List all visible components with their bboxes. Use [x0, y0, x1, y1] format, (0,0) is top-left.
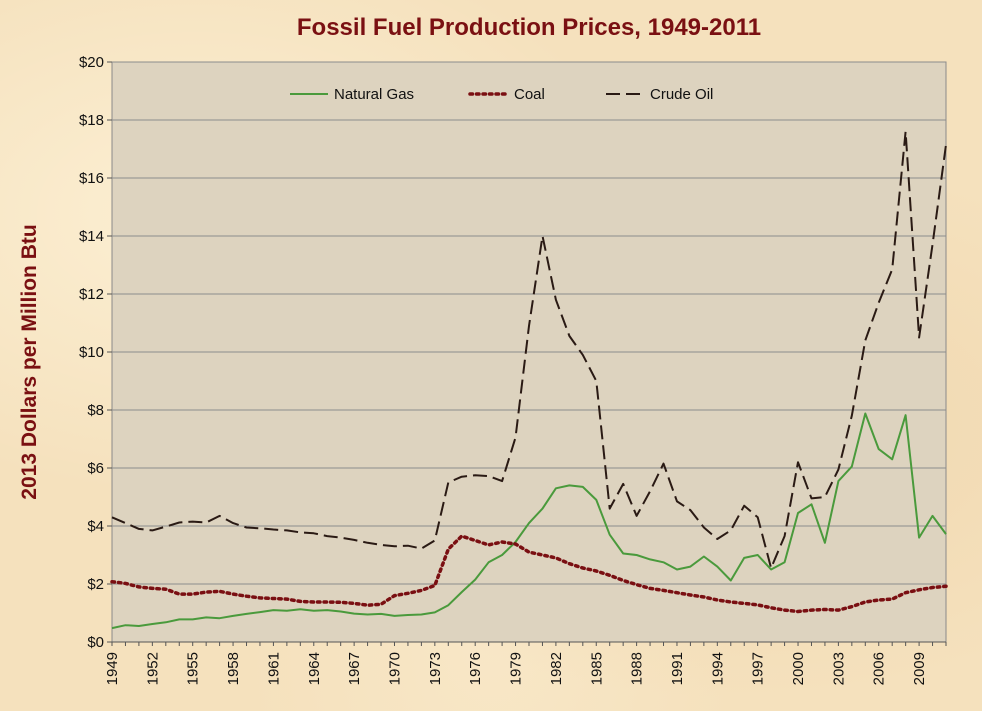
x-tick-label: 1982 [548, 652, 565, 685]
x-tick-label: 1964 [306, 652, 323, 685]
x-tick-label: 1979 [508, 652, 525, 685]
x-tick-label: 1949 [104, 652, 121, 685]
x-tick-label: 1994 [709, 652, 726, 685]
y-tick-label: $4 [87, 518, 104, 535]
x-tick-label: 1991 [669, 652, 686, 685]
x-tick-label: 1997 [750, 652, 767, 685]
y-tick-label: $8 [87, 402, 104, 419]
series-line-crude-oil [111, 130, 947, 569]
x-tick-label: 1967 [346, 652, 363, 685]
x-tick-label: 1985 [588, 652, 605, 685]
y-tick-label: $14 [79, 228, 104, 245]
y-tick-label: $2 [87, 576, 104, 593]
x-tick-label: 1973 [427, 652, 444, 685]
y-tick-label: $6 [87, 460, 104, 477]
y-tick-label: $16 [79, 170, 104, 187]
x-tick-label: 1952 [144, 652, 161, 685]
x-tick-label: 1961 [265, 652, 282, 685]
x-tick-label: 1955 [185, 652, 202, 685]
x-tick-label: 2003 [830, 652, 847, 685]
x-tick-label: 1970 [386, 652, 403, 685]
y-tick-label: $0 [87, 634, 104, 651]
y-tick-label: $18 [79, 112, 104, 129]
series-line-coal [110, 534, 948, 614]
x-tick-label: 2000 [790, 652, 807, 685]
y-tick-label: $12 [79, 286, 104, 303]
x-tick-label: 2009 [911, 652, 928, 685]
legend-label: Natural Gas [334, 86, 414, 103]
x-tick-label: 1976 [467, 652, 484, 685]
legend-label: Crude Oil [650, 86, 713, 103]
chart-title: Fossil Fuel Production Prices, 1949-2011 [296, 14, 762, 41]
x-tick-label: 2006 [871, 652, 888, 685]
y-tick-label: $10 [79, 344, 104, 361]
x-tick-label: 1988 [629, 652, 646, 685]
series-line-natural-gas [111, 412, 947, 630]
y-tick-label: $20 [79, 54, 104, 71]
legend-label: Coal [514, 86, 545, 103]
x-tick-label: 1958 [225, 652, 242, 685]
